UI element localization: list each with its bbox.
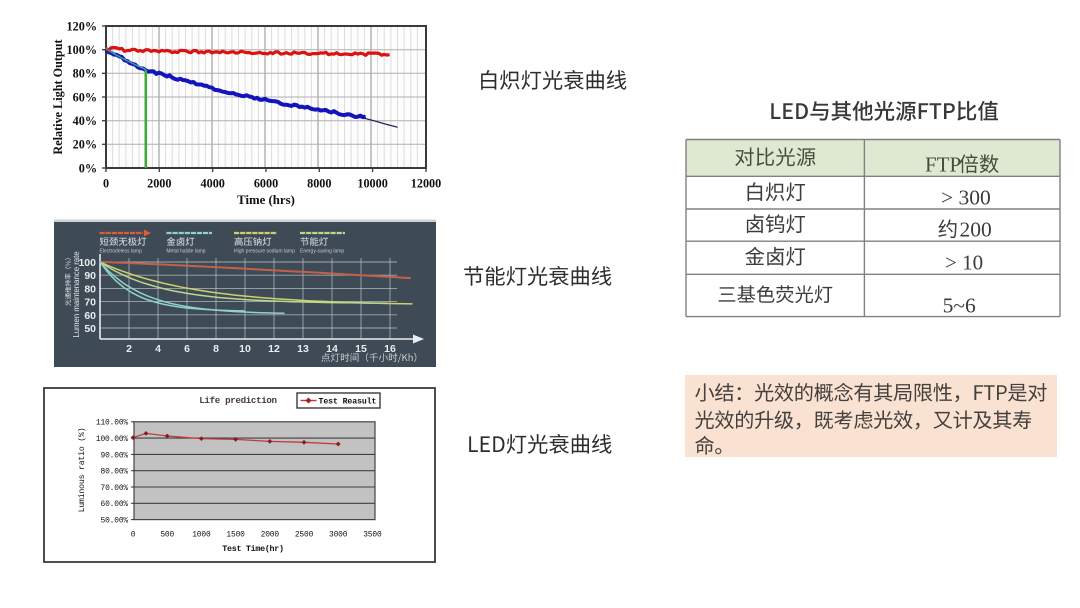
svg-text:100.00%: 100.00% <box>96 435 129 444</box>
svg-text:2000: 2000 <box>261 531 280 540</box>
svg-text:80%: 80% <box>73 67 97 81</box>
svg-text:5~6: 5~6 <box>943 294 976 318</box>
svg-text:80: 80 <box>84 283 96 295</box>
svg-text:Relative Light Output: Relative Light Output <box>51 39 65 154</box>
svg-text:> 300: > 300 <box>941 186 991 210</box>
svg-text:70.00%: 70.00% <box>100 484 128 493</box>
svg-text:12000: 12000 <box>411 177 441 191</box>
svg-text:60: 60 <box>84 310 96 322</box>
svg-text:Life prediction: Life prediction <box>199 395 276 406</box>
svg-text:FTP: FTP <box>925 153 961 177</box>
svg-text:100%: 100% <box>67 43 97 57</box>
svg-text:90.00%: 90.00% <box>100 451 128 460</box>
svg-text:13: 13 <box>297 343 309 355</box>
svg-text:6000: 6000 <box>254 177 278 191</box>
svg-text:15: 15 <box>355 343 367 355</box>
svg-text:70: 70 <box>84 297 96 309</box>
svg-text:12: 12 <box>268 343 280 355</box>
svg-text:1500: 1500 <box>226 531 245 540</box>
svg-text:1000: 1000 <box>192 531 211 540</box>
svg-text:Metal halide lamp: Metal halide lamp <box>166 248 205 254</box>
svg-text:0: 0 <box>103 177 109 191</box>
svg-text:Luminous ratio (%): Luminous ratio (%) <box>77 428 87 513</box>
svg-text:120%: 120% <box>67 19 97 33</box>
svg-text:Electrodeless lamp: Electrodeless lamp <box>100 248 142 254</box>
svg-text:8: 8 <box>213 343 219 355</box>
svg-text:100: 100 <box>78 257 96 269</box>
svg-text:110.00%: 110.00% <box>96 419 129 428</box>
svg-text:10000: 10000 <box>357 177 387 191</box>
svg-text:60%: 60% <box>73 90 97 104</box>
svg-text:60.00%: 60.00% <box>100 500 128 509</box>
svg-text:10: 10 <box>239 343 251 355</box>
svg-text:40%: 40% <box>73 114 97 128</box>
svg-text:20%: 20% <box>73 138 97 152</box>
svg-text:200: 200 <box>960 218 992 242</box>
svg-text:2500: 2500 <box>295 531 314 540</box>
svg-text:Time (hrs): Time (hrs) <box>237 193 295 207</box>
svg-text:2000: 2000 <box>147 177 171 191</box>
svg-text:Test Time(hr): Test Time(hr) <box>222 544 283 554</box>
svg-text:3500: 3500 <box>363 531 382 540</box>
svg-text:90: 90 <box>84 270 96 282</box>
svg-text:Test Reasult: Test Reasult <box>319 397 377 407</box>
svg-text:4000: 4000 <box>201 177 225 191</box>
svg-text:6: 6 <box>184 343 190 355</box>
svg-text:0%: 0% <box>79 161 97 175</box>
svg-text:50.00%: 50.00% <box>100 517 128 526</box>
svg-text:4: 4 <box>155 343 161 355</box>
svg-text:14: 14 <box>326 343 338 355</box>
svg-text:80.00%: 80.00% <box>100 468 128 477</box>
svg-text:16: 16 <box>384 343 396 355</box>
svg-text:0: 0 <box>131 531 136 540</box>
svg-text:Energy-saving lamp: Energy-saving lamp <box>300 248 344 254</box>
svg-text:500: 500 <box>160 531 174 540</box>
svg-text:8000: 8000 <box>307 177 331 191</box>
svg-text:50: 50 <box>84 323 96 335</box>
svg-text:High pressure sodium lamp: High pressure sodium lamp <box>234 248 295 254</box>
svg-text:3000: 3000 <box>329 531 348 540</box>
svg-text:2: 2 <box>126 343 132 355</box>
svg-text:Lumen maintenance rate: Lumen maintenance rate <box>72 251 81 337</box>
svg-text:> 10: > 10 <box>945 251 983 275</box>
